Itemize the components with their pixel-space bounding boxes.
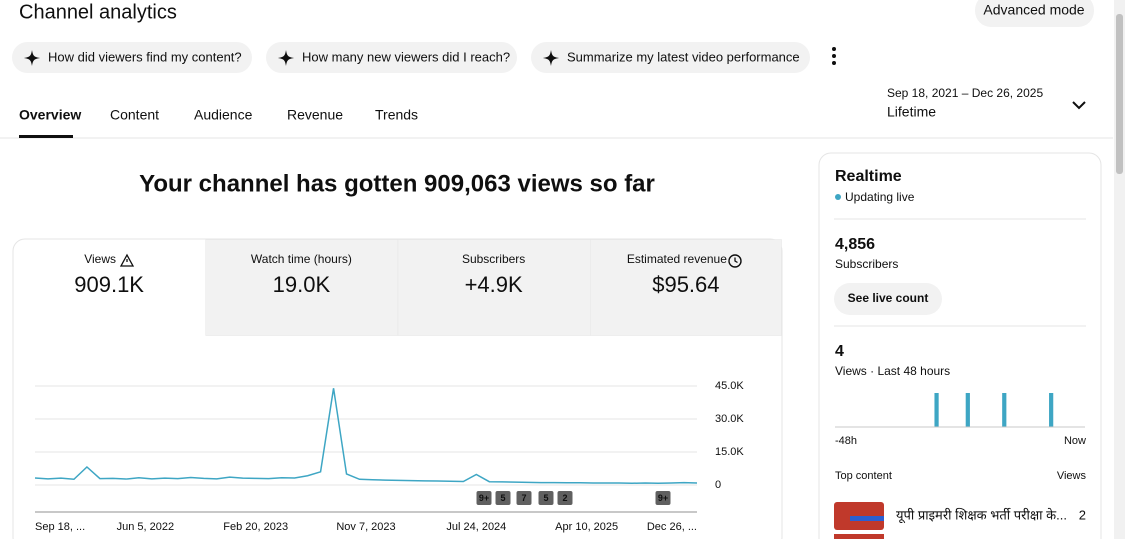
live-dot [835,194,841,200]
upload-marker-label: 5 [500,493,505,503]
scrollbar [1114,0,1125,539]
scroll-thumb[interactable] [1116,14,1123,174]
metric-value: 19.0K [273,272,331,297]
y-tick-label: 15.0K [715,446,744,458]
dropdown-chevron[interactable] [1072,101,1086,110]
upload-marker[interactable] [655,491,671,505]
prompt-label: How did viewers find my content? [48,49,242,64]
headline: Your channel has gotten 909,063 views so… [139,170,655,197]
clock-icon [728,254,742,268]
subscriber-label: Subscribers [835,257,898,271]
metric-card[interactable] [397,239,591,336]
tab-underline [19,135,73,138]
tab[interactable]: Revenue [287,107,343,123]
x-tick-label: Feb 20, 2023 [223,521,288,533]
realtime-bar [1049,393,1054,427]
upload-marker-label: 2 [562,493,567,503]
prompt-chip[interactable] [266,42,517,73]
realtime-start-label: -48h [835,435,857,447]
top-content-label: Top content [835,470,892,482]
prompt-label: How many new viewers did I reach? [302,49,510,64]
advanced-mode-button[interactable] [975,0,1094,27]
video-title[interactable]: यूपी प्राइमरी शिक्षक भर्ती परीक्षा के... [896,507,1067,523]
metric-label: Watch time (hours) [251,252,352,266]
more-menu-dot[interactable] [832,61,836,65]
realtime-bar [1002,393,1007,427]
metric-card[interactable] [590,239,782,336]
warning-icon [119,253,135,267]
sparkle-icon [278,50,294,66]
upload-marker[interactable] [476,491,492,505]
see-live-count-button[interactable] [834,283,942,315]
x-tick-label: Jun 5, 2022 [117,521,175,533]
upload-marker[interactable] [495,491,511,505]
prompt-chip[interactable] [531,42,810,73]
views-header: Views [1057,470,1087,482]
upload-marker[interactable] [557,491,573,505]
y-tick-label: 45.0K [715,380,744,392]
realtime-title: Realtime [835,168,902,185]
date-range[interactable]: Sep 18, 2021 – Dec 26, 2025 [887,86,1043,100]
realtime-card [818,152,1102,539]
upload-marker[interactable] [538,491,554,505]
views-line [34,388,698,484]
x-tick-label: Dec 26, ... [647,521,697,533]
metric-value: +4.9K [465,272,523,297]
metric-label: Subscribers [462,252,525,266]
x-tick-label: Nov 7, 2023 [336,521,395,533]
metric-card[interactable] [205,239,399,336]
more-menu-dot[interactable] [832,47,836,51]
upload-marker-label: 7 [521,493,526,503]
metric-value: $95.64 [652,272,719,297]
tab[interactable]: Trends [375,107,418,123]
metric-value: 909.1K [74,272,144,297]
upload-marker-label: 5 [543,493,548,503]
x-tick-label: Jul 24, 2024 [446,521,506,533]
realtime-bar [965,393,970,427]
realtime-bar [934,393,939,427]
thumbnail-band [834,534,884,539]
subscriber-count: 4,856 [835,236,875,253]
date-range-label[interactable]: Lifetime [887,104,936,120]
tab[interactable]: Overview [19,107,81,123]
upload-marker-label: 9+ [479,493,489,503]
video-views: 2 [1079,507,1086,522]
prompt-label: Summarize my latest video performance [567,49,800,64]
realtime-end-label: Now [1064,435,1086,447]
see-live-count-label: See live count [848,291,929,305]
metric-label: Views [84,252,116,266]
page-title: Channel analytics [19,1,177,23]
y-tick-label: 30.0K [715,413,744,425]
x-tick-label: Apr 10, 2025 [555,521,618,533]
thumbnail-band [850,516,884,521]
upload-marker[interactable] [516,491,532,505]
tab[interactable]: Content [110,107,159,123]
realtime-status: Updating live [845,190,915,204]
tab[interactable]: Audience [194,107,253,123]
realtime-views: 4 [835,343,844,360]
upload-marker-label: 9+ [658,493,668,503]
x-tick-label: Sep 18, ... [35,521,85,533]
metric-label: Estimated revenue [627,252,727,266]
realtime-views-label: Views · Last 48 hours [835,364,950,378]
y-tick-label: 0 [715,479,721,491]
prompt-chip[interactable] [12,42,252,73]
advanced-mode-label: Advanced mode [983,2,1084,18]
clock-hands [734,257,738,264]
sparkle-icon [24,50,40,66]
more-menu-dot[interactable] [832,54,836,58]
sparkle-icon [543,50,559,66]
